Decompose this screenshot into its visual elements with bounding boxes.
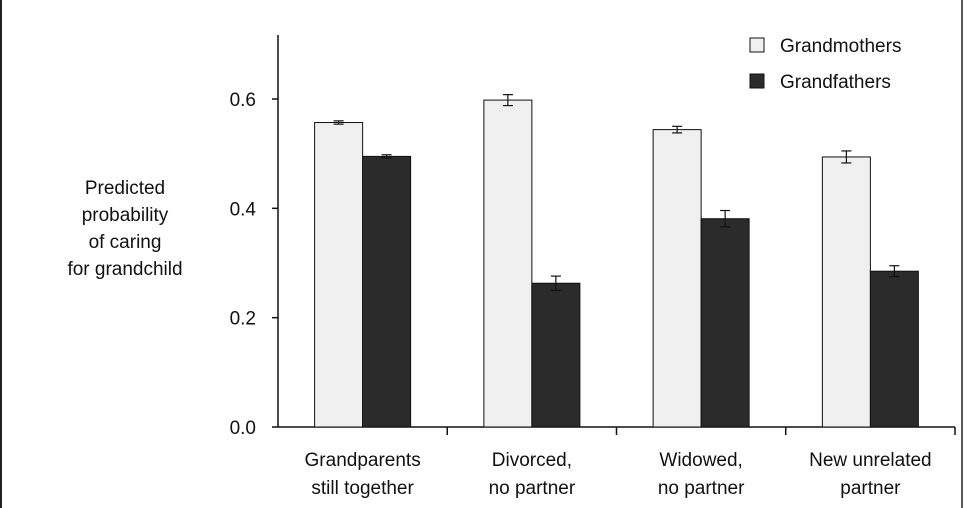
bar-grandfathers [531,282,581,428]
x-tick-label: Divorced, [492,450,572,471]
legend-label-grandmothers: Grandmothers [780,36,901,57]
legend-label-grandfathers: Grandfathers [780,72,891,93]
bars: Grandparents still together Divorced, no pa… [305,94,932,499]
x-tick-label: Grandparents [305,450,421,471]
y-axis-label-line: for grandchild [67,259,183,280]
x-tick-label: still together [311,478,414,499]
bar-grandfathers [869,270,919,428]
y-axis-label-line: probability [81,205,169,226]
bar-grandmothers [314,122,364,428]
x-tick-label: New unrelated [809,450,932,471]
y-tick-label: 0.4 [230,199,257,220]
bar-grandfathers [700,218,750,428]
bar-grandfathers [362,155,412,428]
y-tick-label: 0.6 [230,90,256,111]
x-tick-label: Widowed, [659,450,742,471]
legend: Grandmothers Grandfathers [749,36,901,93]
x-tick-label: partner [840,478,901,499]
y-tick-label: 0.0 [230,418,256,439]
legend-swatch-grandmothers [749,37,765,53]
x-tick-label: no partner [489,478,576,499]
bar-grandmothers [821,156,871,428]
bar-grandmothers [483,99,533,428]
legend-swatch-grandfathers [749,73,765,89]
x-tick-label: no partner [658,478,745,499]
y-tick-label: 0.2 [230,309,256,330]
y-axis-label-line: Predicted [84,178,166,199]
bar-grandmothers [652,129,702,428]
y-axis-label-line: of caring [88,232,162,253]
